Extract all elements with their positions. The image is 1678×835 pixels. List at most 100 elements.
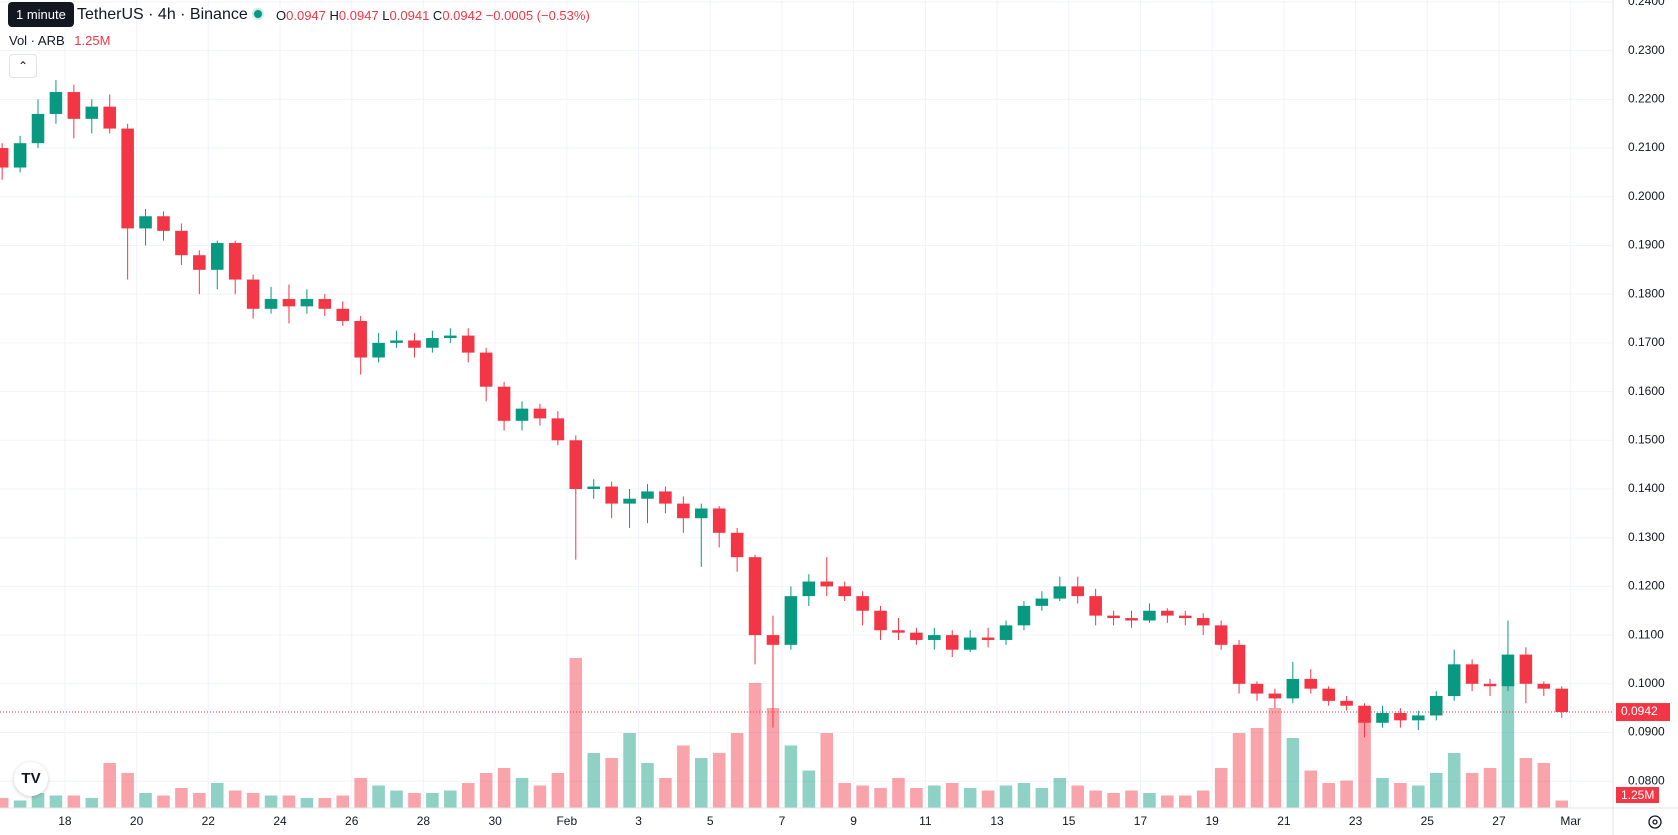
volume-bar	[730, 733, 744, 808]
x-tick-label: 5	[707, 814, 714, 828]
candle-body	[444, 335, 457, 339]
volume-bar	[210, 783, 224, 808]
volume-bar	[282, 795, 296, 808]
symbol[interactable]: TetherUS · 4h · Binance	[77, 6, 248, 23]
candle-body	[1232, 644, 1246, 684]
volume-bar	[533, 785, 547, 808]
candle-body	[1501, 654, 1515, 687]
candle-body	[31, 113, 45, 144]
volume-bar	[981, 790, 995, 808]
volume-bar	[1394, 783, 1407, 808]
candle-body	[85, 106, 99, 119]
volume-label: Vol · ARB	[9, 33, 65, 48]
candle-body	[892, 630, 905, 633]
candle-body	[766, 635, 780, 645]
candle-body	[228, 243, 242, 280]
candle-body	[838, 586, 851, 597]
x-tick-label: 15	[1062, 814, 1076, 828]
volume-legend: Vol · ARB 1.25M	[9, 33, 110, 48]
volume-bar	[461, 783, 475, 808]
candle-body	[282, 299, 296, 307]
x-tick-label: Feb	[556, 814, 577, 828]
volume-bar	[1071, 785, 1084, 808]
volume-bar	[1501, 670, 1515, 808]
y-tick-label: 0.2400	[1628, 0, 1665, 8]
x-tick-label: 13	[990, 814, 1004, 828]
volume-bar	[1125, 790, 1138, 808]
volume-bar	[515, 778, 529, 808]
candle-body	[318, 299, 332, 309]
volume-bar	[623, 733, 636, 808]
volume-bar	[1179, 795, 1192, 808]
x-tick-label: 23	[1349, 814, 1363, 828]
y-tick-label: 0.2200	[1628, 92, 1665, 106]
candle-body	[193, 255, 206, 270]
candle-body	[1071, 586, 1084, 597]
volume-bar	[1107, 793, 1120, 808]
candle-body	[784, 596, 798, 645]
candle-body	[569, 440, 583, 489]
volume-bar	[1089, 790, 1102, 808]
volume-bar	[892, 778, 905, 808]
candle-body	[515, 408, 529, 421]
candle-body	[300, 299, 314, 307]
volume-bar	[1376, 778, 1389, 808]
candle-body	[910, 632, 923, 640]
volume-bar	[175, 788, 188, 808]
candle-body	[1143, 610, 1156, 621]
y-tick-label: 0.0800	[1628, 773, 1665, 787]
candle-body	[551, 418, 565, 441]
volume-bar	[1519, 758, 1533, 808]
candle-body	[354, 320, 367, 358]
candle-body	[981, 637, 995, 640]
x-tick-label: 25	[1421, 814, 1435, 828]
o-label: O	[276, 8, 287, 23]
volume-bar	[856, 785, 869, 808]
candle-body	[1340, 700, 1353, 706]
x-tick-label: 27	[1492, 814, 1506, 828]
volume-value: 1.25M	[74, 33, 111, 48]
volume-bar	[1250, 728, 1264, 808]
candle-body	[426, 338, 439, 348]
volume-bar	[479, 773, 493, 808]
volume-bar	[193, 793, 206, 808]
volume-bar	[1143, 793, 1156, 808]
volume-bar	[264, 795, 278, 808]
candle-body	[1125, 618, 1138, 621]
y-tick-label: 0.1500	[1628, 432, 1665, 446]
volume-bar	[390, 790, 403, 808]
volume-bar	[497, 768, 511, 808]
volume-bar	[874, 788, 887, 808]
volume-bar	[694, 758, 708, 808]
volume-bar	[999, 785, 1013, 808]
candle-body	[945, 635, 959, 650]
volume-bar	[677, 745, 690, 808]
volume-bar	[121, 773, 134, 808]
h-label: H	[329, 8, 339, 23]
o-value: 0.0947	[286, 8, 326, 23]
volume-bar	[659, 778, 672, 808]
x-tick-label: Mar	[1560, 814, 1581, 828]
candle-body	[587, 486, 600, 489]
price-tag-bg	[1616, 703, 1670, 722]
collapse-button[interactable]: ⌃	[9, 54, 37, 78]
logo[interactable]: TV	[14, 762, 48, 796]
volume-bar	[1483, 768, 1497, 808]
candle-body	[497, 386, 511, 421]
volume-bar	[820, 733, 834, 808]
volume-bar	[1304, 770, 1318, 808]
candle-body	[1179, 615, 1192, 619]
candle-body	[963, 637, 977, 650]
price-tag: 0.0942	[1621, 704, 1658, 718]
candle-body	[874, 610, 887, 631]
settings-icon[interactable]	[1648, 815, 1662, 829]
candle-body	[408, 340, 421, 348]
candle-body	[748, 557, 762, 636]
x-tick-label: 7	[779, 814, 786, 828]
candle-body	[372, 342, 385, 358]
candle-body	[67, 92, 81, 119]
candle-body	[1394, 713, 1407, 721]
volume-bar	[748, 683, 762, 808]
volume-bar	[1412, 785, 1425, 808]
